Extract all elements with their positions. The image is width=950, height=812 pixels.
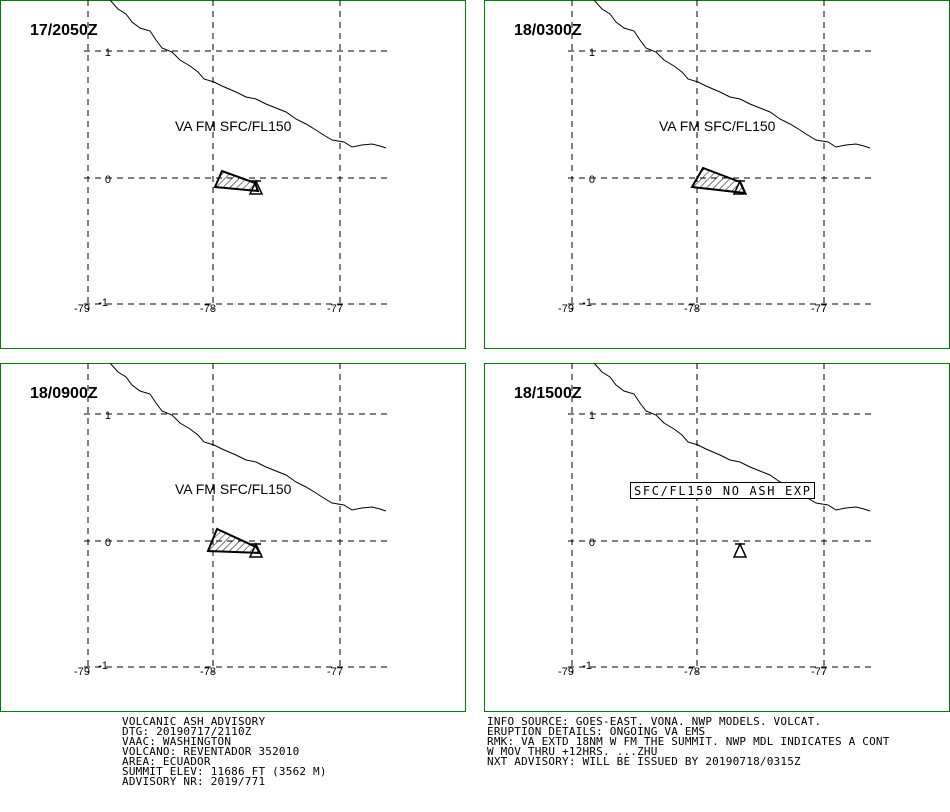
- ash-annotation: VA FM SFC/FL150: [175, 481, 292, 497]
- coastline: [109, 363, 387, 512]
- valid-time: 18/1500Z: [514, 385, 582, 402]
- panel-border: [0, 0, 466, 349]
- advisory-line: VOLCANIC ASH ADVISORY: [122, 715, 266, 728]
- volcano-symbol: [732, 179, 748, 195]
- map-panel: 18/0900Z 1 0 -1 -79 -78 -77 VA FM SFC/FL150: [0, 363, 466, 712]
- lat-label: 0: [105, 174, 111, 186]
- advisory-line: INFO SOURCE: GOES-EAST. VONA. NWP MODELS…: [487, 715, 822, 728]
- lat-label: -1: [98, 660, 108, 672]
- lon-label: -79: [74, 666, 90, 678]
- map-panel: 17/2050Z 1 0 -1 -79 -78 -77 VA FM SFC/FL150: [0, 0, 466, 349]
- coastline: [109, 0, 387, 149]
- lat-label: 1: [105, 47, 111, 59]
- volcano-symbol: [248, 542, 264, 558]
- lon-label: -78: [684, 303, 700, 315]
- ash-annotation: VA FM SFC/FL150: [659, 118, 776, 134]
- lon-label: -77: [811, 666, 827, 678]
- lat-label: 0: [589, 537, 595, 549]
- coastline: [593, 0, 871, 149]
- ash-area: [206, 527, 262, 555]
- lat-label: -1: [98, 297, 108, 309]
- lat-label: -1: [582, 297, 592, 309]
- advisory-line: ADVISORY NR: 2019/771: [122, 775, 266, 788]
- volcano-symbol: [732, 542, 748, 558]
- lat-label: 1: [105, 410, 111, 422]
- ash-annotation: VA FM SFC/FL150: [175, 118, 292, 134]
- lon-label: -77: [327, 303, 343, 315]
- valid-time: 18/0300Z: [514, 22, 582, 39]
- lon-label: -78: [200, 666, 216, 678]
- coastline: [593, 363, 871, 512]
- lon-label: -78: [684, 666, 700, 678]
- advisory-line: SUMMIT ELEV: 11686 FT (3562 M): [122, 765, 327, 778]
- advisory-line: ERUPTION DETAILS: ONGOING VA EMS: [487, 725, 706, 738]
- lat-label: 0: [589, 174, 595, 186]
- valid-time: 18/0900Z: [30, 385, 98, 402]
- lat-label: 1: [589, 410, 595, 422]
- advisory-details: INFO SOURCE: GOES-EAST. VONA. NWP MODELS…: [487, 715, 890, 768]
- advisory-line: DTG: 20190717/2110Z: [122, 725, 252, 738]
- advisory-line: VOLCANO: REVENTADOR 352010: [122, 745, 300, 758]
- annotation-box: [630, 482, 815, 499]
- lat-label: 1: [589, 47, 595, 59]
- advisory-line: NXT ADVISORY: WILL BE ISSUED BY 20190718…: [487, 755, 801, 768]
- lon-label: -77: [811, 303, 827, 315]
- advisory-line: AREA: ECUADOR: [122, 755, 211, 768]
- advisory-line: W MOV THRU +12HRS. ...ZHU: [487, 745, 658, 758]
- advisory-line: RMK: VA EXTD 18NM W FM THE SUMMIT. NWP M…: [487, 735, 890, 748]
- lon-label: -78: [200, 303, 216, 315]
- lon-label: -79: [558, 666, 574, 678]
- lon-label: -77: [327, 666, 343, 678]
- lat-label: 0: [105, 537, 111, 549]
- lon-label: -79: [74, 303, 90, 315]
- valid-time: 17/2050Z: [30, 22, 98, 39]
- panel-border: [484, 363, 950, 712]
- map-panel: 18/0300Z 1 0 -1 -79 -78 -77 VA FM SFC/FL150: [484, 0, 950, 349]
- advisory-line: VAAC: WASHINGTON: [122, 735, 232, 748]
- volcano-symbol: [248, 179, 264, 195]
- advisory-header: VOLCANIC ASH ADVISORY DTG: 20190717/2110Z…: [122, 715, 327, 788]
- panel-border: [0, 363, 466, 712]
- lat-label: -1: [582, 660, 592, 672]
- lon-label: -79: [558, 303, 574, 315]
